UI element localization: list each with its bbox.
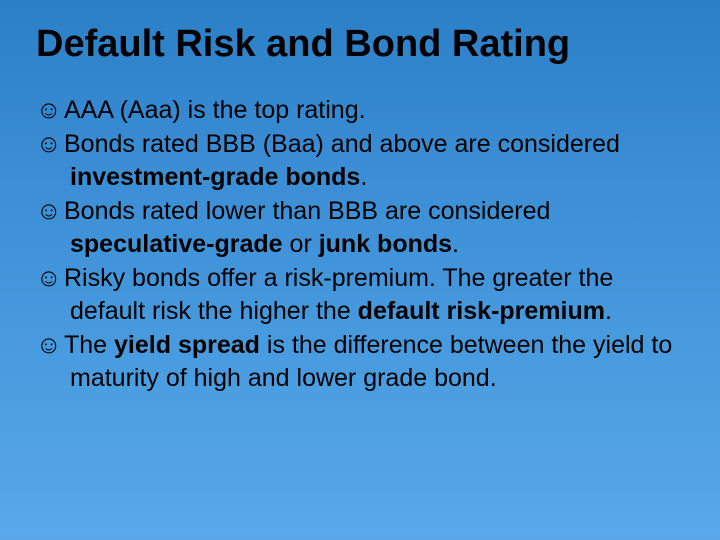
- list-item: ☺AAA (Aaa) is the top rating.: [36, 94, 684, 127]
- bullet-bold: default risk-premium: [358, 297, 605, 325]
- bullet-text: or: [283, 230, 319, 258]
- bullet-text: .: [360, 163, 367, 191]
- bullet-bold: yield spread: [114, 331, 260, 359]
- smiley-icon: ☺: [36, 94, 64, 127]
- bullet-text: Bonds rated lower than BBB are considere…: [64, 197, 550, 225]
- list-item: ☺Risky bonds offer a risk-premium. The g…: [36, 262, 684, 327]
- bullet-bold: investment-grade bonds: [70, 163, 360, 191]
- bullet-list: ☺AAA (Aaa) is the top rating. ☺Bonds rat…: [36, 94, 684, 395]
- bullet-text: Bonds rated BBB (Baa) and above are cons…: [64, 130, 620, 158]
- smiley-icon: ☺: [36, 128, 64, 161]
- list-item: ☺Bonds rated BBB (Baa) and above are con…: [36, 128, 684, 193]
- slide-container: Default Risk and Bond Rating ☺AAA (Aaa) …: [0, 0, 720, 540]
- smiley-icon: ☺: [36, 195, 64, 228]
- smiley-icon: ☺: [36, 329, 64, 362]
- list-item: ☺The yield spread is the difference betw…: [36, 329, 684, 394]
- bullet-bold: junk bonds: [319, 230, 452, 258]
- bullet-text: .: [452, 230, 459, 258]
- slide-title: Default Risk and Bond Rating: [36, 24, 684, 66]
- list-item: ☺Bonds rated lower than BBB are consider…: [36, 195, 684, 260]
- bullet-text: AAA (Aaa) is the top rating.: [64, 96, 366, 124]
- bullet-text: .: [605, 297, 612, 325]
- smiley-icon: ☺: [36, 262, 64, 295]
- bullet-bold: speculative-grade: [70, 230, 283, 258]
- bullet-text: The: [64, 331, 114, 359]
